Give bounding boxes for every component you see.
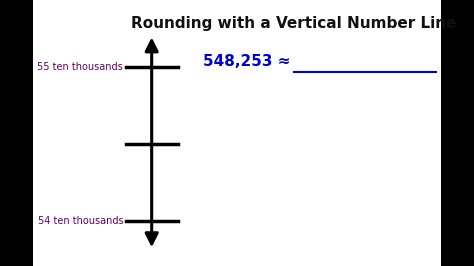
Text: Rounding with a Vertical Number Line: Rounding with a Vertical Number Line [131,16,456,31]
Text: 548,253 ≈: 548,253 ≈ [203,54,290,69]
Text: 54 ten thousands: 54 ten thousands [37,216,123,226]
FancyBboxPatch shape [33,0,441,266]
Text: 55 ten thousands: 55 ten thousands [37,61,123,72]
